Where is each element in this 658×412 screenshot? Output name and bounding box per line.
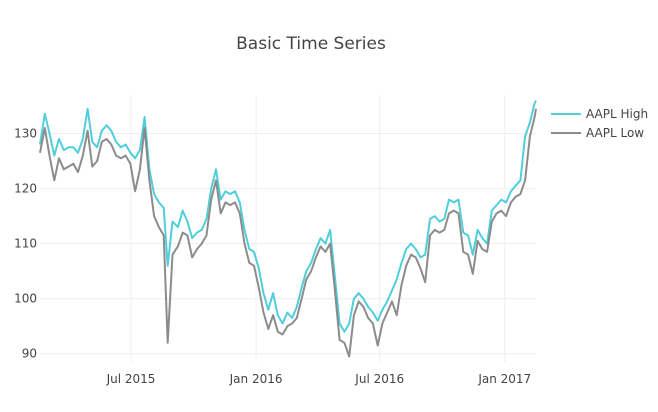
legend-item-aapl-high[interactable]: AAPL High <box>551 107 648 121</box>
y-tick-label: 90 <box>22 347 37 361</box>
series-line-aapl-low <box>39 108 537 358</box>
y-tick-label: 110 <box>14 237 37 251</box>
y-tick-label: 120 <box>14 182 37 196</box>
legend-label: AAPL High <box>586 107 648 121</box>
legend-item-aapl-low[interactable]: AAPL Low <box>551 126 644 140</box>
x-tick-label: Jan 2016 <box>229 372 283 386</box>
y-tick-label: 130 <box>14 127 37 141</box>
grid <box>40 95 536 362</box>
series-line-aapl-high <box>39 100 537 333</box>
chart-title: Basic Time Series <box>236 34 386 54</box>
legend-label: AAPL Low <box>586 126 644 140</box>
series-layer <box>39 100 537 358</box>
x-tick-label: Jan 2017 <box>477 372 531 386</box>
x-tick-label: Jul 2015 <box>106 372 156 386</box>
y-tick-label: 100 <box>14 292 37 306</box>
axis-labels: 90 100 110 120 130 Jul 2015 Jan 2016 Jul 2016 Ja… <box>14 127 531 386</box>
legend[interactable]: AAPL High AAPL Low <box>551 107 648 140</box>
x-tick-label: Jul 2016 <box>354 372 404 386</box>
